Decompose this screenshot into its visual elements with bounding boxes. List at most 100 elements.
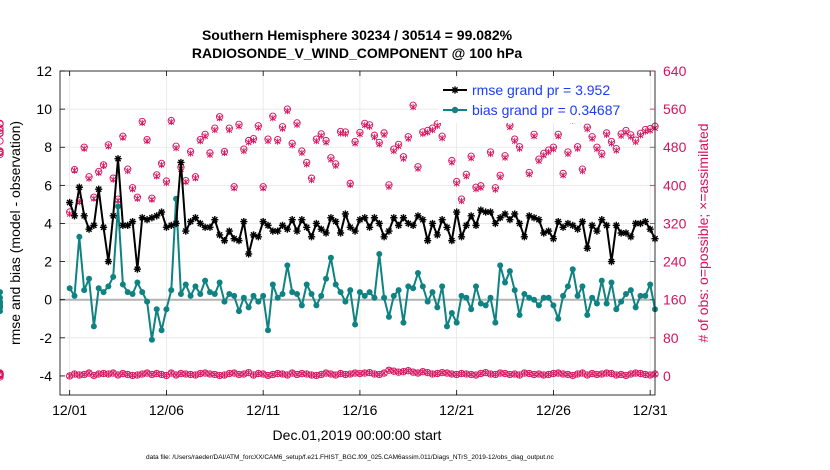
legend-box <box>438 79 650 123</box>
bias-point <box>627 287 634 294</box>
rmse-point <box>486 208 495 216</box>
rmse-point <box>274 227 282 235</box>
bias-point <box>110 273 117 280</box>
obs-assimilated-point <box>211 371 218 378</box>
obs-assimilated-point <box>90 195 97 202</box>
bias-point <box>347 287 354 294</box>
obs-assimilated-point <box>202 369 209 377</box>
bias-point <box>584 311 591 318</box>
obs-assimilated-point <box>618 371 625 378</box>
obs-assimilated-point <box>535 370 542 378</box>
obs-assimilated-point <box>448 370 455 378</box>
rmse-point <box>627 233 635 241</box>
obs-assimilated-point <box>429 126 436 134</box>
rmse-point <box>293 227 301 235</box>
obs-assimilated-point <box>390 147 397 155</box>
rmse-point <box>477 206 485 214</box>
x-tick-label: 12/11 <box>246 402 280 418</box>
rmse-point <box>90 221 98 229</box>
obs-assimilated-point <box>313 137 320 145</box>
bias-point <box>497 262 504 269</box>
rmse-point <box>109 212 117 220</box>
obs-assimilated-point <box>579 167 586 175</box>
obs-assimilated-point <box>376 371 383 378</box>
rmse-point <box>641 217 649 226</box>
bias-point <box>506 268 513 275</box>
rmse-point <box>443 223 451 231</box>
rmse-point <box>457 233 466 241</box>
rmse-point <box>448 237 456 245</box>
bias-point <box>535 302 542 309</box>
obs-assimilated-point <box>342 130 349 138</box>
bias-point <box>115 203 122 210</box>
bias-point <box>298 302 305 309</box>
obs-assimilated-point <box>579 369 586 377</box>
bias-point <box>139 289 146 296</box>
obs-assimilated-point <box>192 175 199 182</box>
obs-assimilated-point <box>598 152 605 159</box>
bias-point <box>473 283 480 290</box>
rmse-point <box>259 217 267 226</box>
rmse-point <box>433 231 441 239</box>
obs-assimilated-point <box>419 130 426 138</box>
rmse-point <box>303 223 311 231</box>
obs-assimilated-point <box>453 180 460 187</box>
bias-point <box>381 294 388 301</box>
obs-assimilated-point <box>119 134 126 141</box>
rmse-point <box>269 227 277 235</box>
y-left-tick-label: 2 <box>44 254 52 270</box>
bias-point <box>637 292 644 299</box>
obs-assimilated-point <box>502 154 508 161</box>
rmse-point <box>312 219 320 228</box>
rmse-point <box>70 212 79 220</box>
rmse-point <box>327 214 335 222</box>
obs-assimilated-point <box>560 370 567 378</box>
bias-point <box>119 281 126 288</box>
rmse-point <box>249 231 258 239</box>
obs-assimilated-point <box>439 134 446 142</box>
obs-assimilated-point <box>119 370 126 377</box>
rmse-point <box>424 237 432 245</box>
bias-point <box>419 283 426 290</box>
bias-point <box>318 292 325 299</box>
obs-assimilated-point <box>569 372 576 379</box>
rmse-point <box>128 217 137 226</box>
bias-point <box>622 290 629 297</box>
bias-point <box>405 283 412 290</box>
obs-assimilated-point <box>260 370 267 378</box>
rmse-point <box>428 219 437 228</box>
obs-assimilated-point <box>395 368 402 376</box>
bias-point <box>574 292 581 299</box>
obs-assimilated-point <box>594 145 600 153</box>
obs-assimilated-point <box>574 370 581 378</box>
obs-assimilated-point <box>555 133 562 140</box>
rmse-point <box>395 221 403 229</box>
bias-point <box>265 327 272 334</box>
obs-assimilated-point <box>124 371 131 378</box>
bias-point <box>361 292 368 299</box>
obs-assimilated-point <box>535 157 542 165</box>
obs-assimilated-point <box>444 369 450 377</box>
obs-assimilated-point <box>623 372 629 379</box>
obs-assimilated-point <box>289 142 296 149</box>
obs-assimilated-point <box>318 132 325 139</box>
obs-assimilated-point <box>589 370 596 377</box>
obs-assimilated-point <box>627 370 634 378</box>
obs-assimilated-point <box>419 368 426 375</box>
rmse-point <box>453 208 461 216</box>
rmse-point <box>414 212 422 220</box>
rmse-point <box>317 225 325 233</box>
rmse-point <box>182 227 190 235</box>
obs-assimilated-point <box>545 148 552 156</box>
obs-assimilated-point <box>390 367 397 375</box>
bias-point <box>216 279 223 286</box>
rmse-point <box>187 217 195 226</box>
bias-point <box>274 294 281 301</box>
obs-assimilated-point <box>415 369 421 377</box>
obs-assimilated-point <box>386 367 392 374</box>
rmse-point <box>264 221 272 229</box>
obs-assimilated-point <box>574 145 581 152</box>
obs-assimilated-point <box>71 370 78 378</box>
bias-point <box>502 279 509 286</box>
obs-assimilated-point <box>95 169 102 177</box>
